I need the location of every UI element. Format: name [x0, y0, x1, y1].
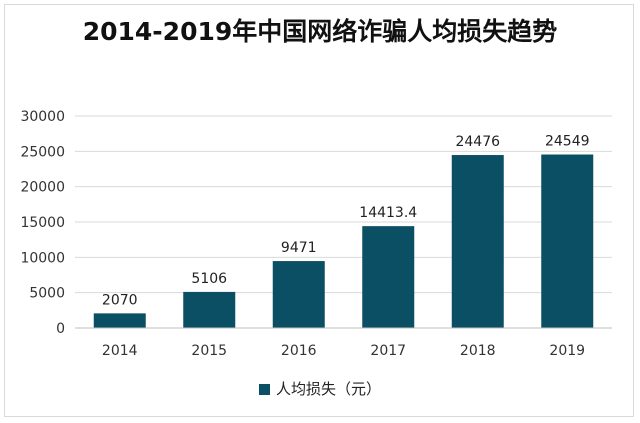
y-tick-label: 10000: [20, 250, 65, 266]
y-axis-tick-labels: 0 5000 10000 15000 20000 25000 30000: [20, 109, 65, 337]
data-label: 5106: [191, 271, 227, 287]
grid-lines: [75, 115, 612, 294]
bar-2017: [362, 226, 415, 328]
data-label: 2070: [102, 292, 138, 308]
legend-label: 人均损失（元）: [275, 380, 381, 398]
x-tick-label: 2015: [191, 343, 227, 359]
x-tick-label: 2017: [370, 343, 406, 359]
x-tick-label: 2014: [102, 343, 138, 359]
data-label: 9471: [281, 240, 317, 256]
data-label: 14413.4: [359, 205, 417, 221]
data-label: 24549: [545, 134, 590, 150]
chart-frame: [4, 4, 634, 417]
legend: 人均损失（元）: [0, 378, 640, 399]
chart-title: 2014-2019年中国网络诈骗人均损失趋势: [82, 17, 558, 46]
y-tick-label: 30000: [20, 109, 65, 125]
data-labels: 2070 5106 9471 14413.4 24476 24549: [102, 134, 590, 309]
x-tick-label: 2016: [281, 343, 317, 359]
y-tick-label: 15000: [20, 215, 65, 231]
x-axis-tick-labels: 2014 2015 2016 2017 2018 2019: [102, 343, 585, 359]
bar-2014: [93, 313, 146, 328]
y-tick-label: 0: [56, 321, 65, 337]
data-label: 24476: [455, 134, 500, 150]
y-tick-label: 20000: [20, 180, 65, 196]
legend-swatch: [258, 384, 270, 395]
bar-2018: [451, 155, 504, 328]
bar-2019: [541, 154, 594, 328]
bars: [93, 154, 594, 328]
bar-2016: [272, 261, 325, 328]
x-tick-label: 2018: [460, 343, 496, 359]
y-tick-label: 25000: [20, 144, 65, 160]
y-tick-label: 5000: [29, 286, 65, 302]
bar-2015: [183, 291, 236, 328]
x-tick-label: 2019: [549, 343, 585, 359]
